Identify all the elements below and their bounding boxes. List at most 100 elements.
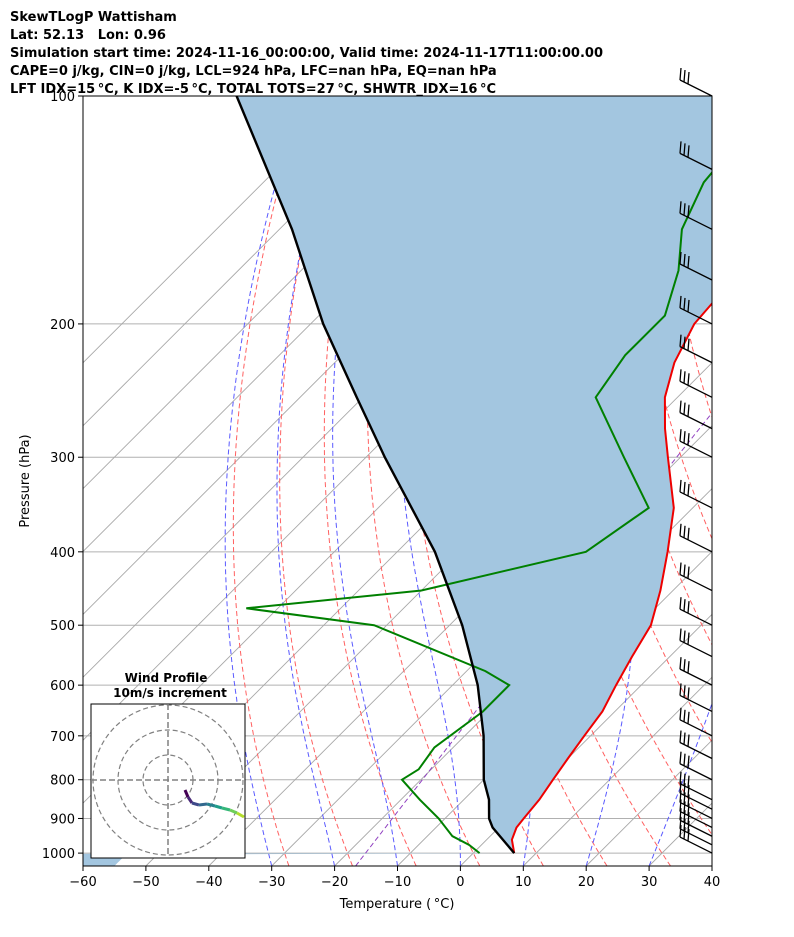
wind-barb xyxy=(679,251,713,281)
wind-barb-feather xyxy=(679,730,682,743)
wind-barb-staff xyxy=(679,801,713,820)
wind-barb-staff xyxy=(679,79,713,97)
wind-barb-staff xyxy=(679,763,713,781)
wind-barb-feather xyxy=(679,808,682,821)
x-tick-label: −30 xyxy=(258,875,285,890)
wind-barb-feather xyxy=(679,683,682,696)
wind-barb-staff xyxy=(679,573,713,592)
wind-barb-feather xyxy=(679,141,682,154)
wind-barb-feather xyxy=(683,402,686,415)
wind-barb-feather xyxy=(687,404,690,417)
index-line: LFT IDX=15 °C, K IDX=-5 °C, TOTAL TOTS=2… xyxy=(10,82,497,97)
dry-adiabat xyxy=(232,96,305,866)
wind-barb-feather xyxy=(687,687,690,700)
y-tick-label: 400 xyxy=(50,546,75,561)
wind-barb-staff xyxy=(679,719,713,737)
wind-barb-feather xyxy=(679,201,682,214)
wind-barb-staff xyxy=(679,810,713,829)
wind-barb-feather xyxy=(687,373,690,386)
wind-barb-feather xyxy=(679,479,682,492)
hodograph-inset: Wind Profile 10m/s increment xyxy=(90,671,246,859)
wind-barb-feather xyxy=(683,297,686,310)
wind-barb xyxy=(679,657,713,686)
moist-adiabat xyxy=(276,96,339,866)
wind-barb-feather xyxy=(687,820,690,833)
wind-barb-feather xyxy=(679,816,682,829)
hodograph-trace-segment xyxy=(229,808,238,815)
wind-barb-feather xyxy=(679,334,682,347)
wind-barb xyxy=(679,808,713,837)
hodograph-subtitle: 10m/s increment xyxy=(113,686,227,700)
wind-barb-feather xyxy=(683,685,686,698)
wind-barb-feather xyxy=(683,143,686,156)
wind-barb-feather xyxy=(679,523,682,536)
moist-adiabat xyxy=(648,702,712,866)
wind-barb-feather xyxy=(687,829,690,842)
wind-barb-feather xyxy=(683,336,686,349)
wind-barb-feather xyxy=(687,812,690,825)
wind-barb-staff xyxy=(679,212,713,230)
wind-barb-feather xyxy=(683,709,686,722)
wind-barb-feather xyxy=(683,630,686,643)
y-tick-label: 100 xyxy=(50,90,75,105)
wind-barb-feather xyxy=(679,597,682,610)
cape-line: CAPE=0 j/kg, CIN=0 j/kg, LCL=924 hPa, LF… xyxy=(10,64,497,79)
wind-barb-staff xyxy=(679,440,713,458)
x-tick-label: −40 xyxy=(195,875,222,890)
wind-barb xyxy=(679,141,713,170)
x-axis-label: Temperature ( °C) xyxy=(339,897,455,912)
wind-barb-staff xyxy=(679,263,713,281)
wind-barb-feather xyxy=(679,400,682,413)
wind-barb xyxy=(679,597,713,626)
chart-title: SkewTLogP Wattisham xyxy=(10,10,177,25)
wind-barb-staff xyxy=(679,152,713,170)
time-line: Simulation start time: 2024-11-16_00:00:… xyxy=(10,46,603,61)
wind-barb-feather xyxy=(679,67,682,81)
hodograph-trace-segment xyxy=(236,811,245,819)
wind-barb-feather xyxy=(687,483,690,496)
wind-barb-feather xyxy=(683,69,686,83)
wind-barb-staff xyxy=(679,783,713,801)
wind-barb-feather xyxy=(687,255,690,269)
wind-barb-feather xyxy=(683,371,686,384)
wind-barb-staff xyxy=(679,741,713,760)
hodograph-trace-segment xyxy=(186,796,194,804)
wind-barb-staff xyxy=(679,491,713,509)
wind-barb-feather xyxy=(687,338,690,351)
wind-barb-feather xyxy=(679,429,682,442)
wind-barb-feather xyxy=(687,755,690,768)
dry-adiabat xyxy=(323,96,417,866)
wind-barb-feather xyxy=(683,792,686,805)
wind-barb-feather xyxy=(683,818,686,831)
wind-barb-feather xyxy=(683,827,686,840)
hodograph-trace-segment xyxy=(191,801,200,807)
wind-barb xyxy=(679,67,713,97)
wind-barb-feather xyxy=(679,628,682,641)
y-tick-label: 900 xyxy=(50,812,75,827)
wind-barb-feather xyxy=(679,790,682,803)
wind-barb-feather xyxy=(687,711,690,724)
wind-barb-staff xyxy=(679,819,713,837)
wind-barb-staff xyxy=(679,668,713,686)
x-tick-label: 40 xyxy=(704,875,721,890)
x-tick-label: −20 xyxy=(321,875,348,890)
chart-header: SkewTLogP Wattisham Lat: 52.13 Lon: 0.96 S… xyxy=(10,9,603,99)
wind-barb-feather xyxy=(683,253,686,267)
hodograph-trace-segment xyxy=(198,802,208,807)
wind-barb-feather xyxy=(683,773,686,786)
y-tick-label: 500 xyxy=(50,619,75,634)
wind-barb-feather xyxy=(683,753,686,766)
y-tick-label: 200 xyxy=(50,318,75,333)
wind-barb-feather xyxy=(683,783,686,796)
wind-barb-feather xyxy=(687,299,690,312)
dry-adiabat xyxy=(761,96,794,866)
wind-barb xyxy=(679,628,713,658)
wind-barb-feather xyxy=(683,599,686,612)
x-tick-label: −10 xyxy=(384,875,411,890)
wind-barb-staff xyxy=(679,792,713,810)
wind-barb-feather xyxy=(679,251,682,265)
y-tick-label: 300 xyxy=(50,451,75,466)
wind-barb-feather xyxy=(683,732,686,745)
dry-adiabat xyxy=(279,96,353,866)
